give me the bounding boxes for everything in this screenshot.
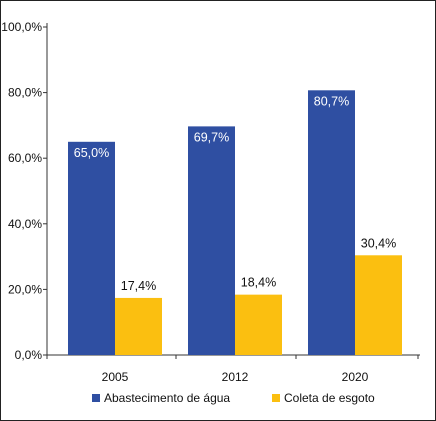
y-tick-label: 40,0%	[8, 217, 42, 231]
y-tick-label: 20,0%	[8, 282, 42, 296]
data-label: 18,4%	[241, 276, 276, 290]
y-tick-label: 100,0%	[1, 20, 42, 34]
legend-label: Coleta de esgoto	[284, 391, 375, 405]
data-label: 30,4%	[361, 236, 396, 250]
legend-swatch	[92, 394, 100, 402]
bar-coleta	[355, 255, 402, 355]
data-label: 65,0%	[74, 146, 109, 160]
x-tick-label: 2005	[102, 370, 129, 384]
bar-abastecimento	[308, 90, 355, 355]
data-label: 80,7%	[314, 94, 349, 108]
x-tick-label: 2012	[222, 370, 249, 384]
legend-swatch	[272, 394, 280, 402]
bar-coleta	[235, 294, 282, 355]
y-tick-label: 60,0%	[8, 151, 42, 165]
y-tick-label: 0,0%	[15, 348, 43, 362]
x-tick-label: 2020	[342, 370, 369, 384]
bar-abastecimento	[188, 126, 235, 355]
data-label: 17,4%	[121, 279, 156, 293]
y-tick-label: 80,0%	[8, 86, 42, 100]
legend-label: Abastecimento de água	[104, 391, 230, 405]
bar-abastecimento	[68, 141, 115, 355]
data-label: 69,7%	[194, 130, 229, 144]
bar-coleta	[115, 297, 162, 355]
